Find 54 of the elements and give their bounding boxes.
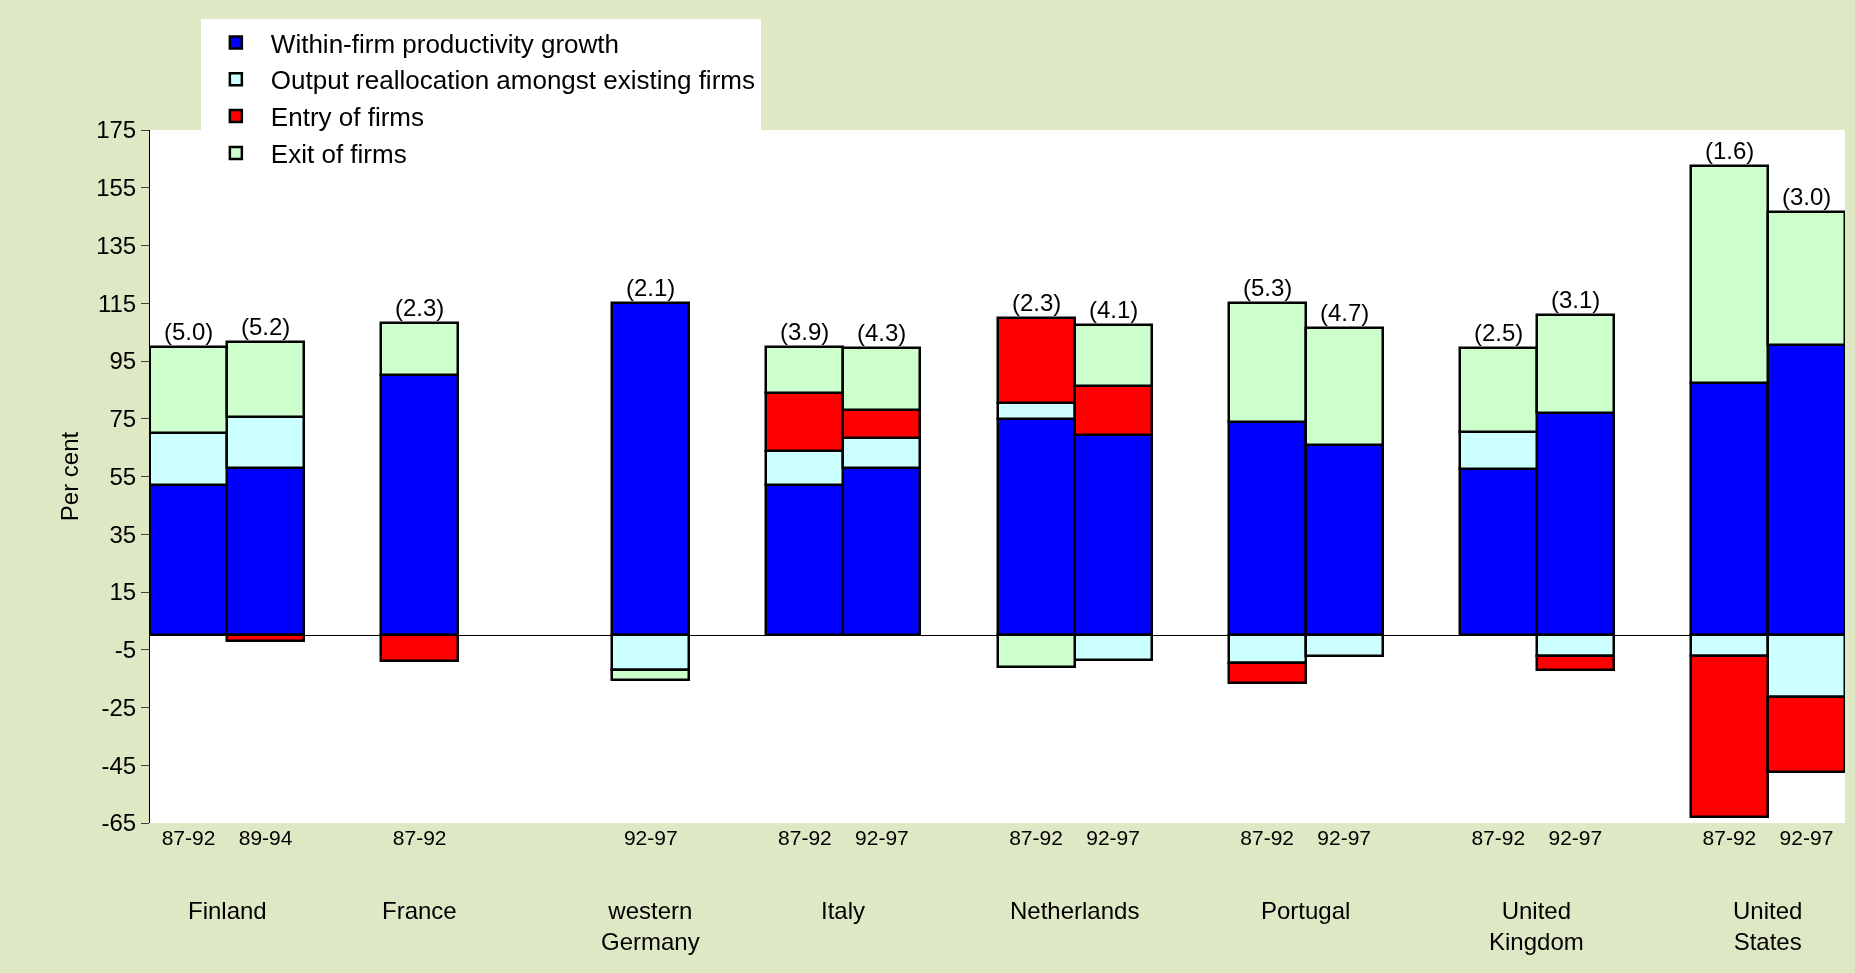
x-tick-label: 92-97 xyxy=(855,826,909,849)
x-tick-label: 87-92 xyxy=(1240,826,1295,849)
x-tick-label: 92-97 xyxy=(1317,826,1372,849)
y-tick-label: 175 xyxy=(96,116,137,144)
y-tick-label: 135 xyxy=(96,231,137,259)
x-tick-label: 87-92 xyxy=(161,826,216,849)
x-tick-label: 87-92 xyxy=(392,826,447,849)
annotation: (4.3) xyxy=(857,319,907,346)
x-tick-label: 87-92 xyxy=(778,826,832,849)
text: Italy xyxy=(821,897,866,924)
text: France xyxy=(382,897,457,924)
annotation: (4.7) xyxy=(1320,299,1370,326)
y-tick-label: 155 xyxy=(96,174,137,202)
annotation: (2.3) xyxy=(1012,289,1062,316)
legend-label: Within-firm productivity growth xyxy=(270,28,620,59)
y-tick-label: 95 xyxy=(109,347,137,375)
x-tick-label: 87-92 xyxy=(1702,826,1757,849)
legend-label: Entry of firms xyxy=(270,102,424,133)
text: United Kingdom xyxy=(1489,897,1584,956)
x-tick-label: 92-97 xyxy=(1086,826,1140,849)
annotation: (5.0) xyxy=(164,318,214,345)
text: Netherlands xyxy=(1010,897,1140,924)
annotation: (5.3) xyxy=(1243,274,1293,301)
x-tick-label: 92-97 xyxy=(1548,826,1603,849)
annotation: (3.0) xyxy=(1782,183,1832,210)
x-tick-label: 92-97 xyxy=(1779,826,1834,849)
x-tick-label: 87-92 xyxy=(1009,826,1063,849)
text: United States xyxy=(1733,897,1803,956)
x-tick-label: 89-94 xyxy=(238,826,293,849)
y-tick-label: -25 xyxy=(101,693,137,721)
y-tick-label: -5 xyxy=(114,636,137,664)
legend-label: Exit of firms xyxy=(270,139,407,170)
annotation: (1.6) xyxy=(1705,137,1755,164)
annotation: (2.1) xyxy=(626,274,676,301)
y-tick-label: 35 xyxy=(109,520,137,548)
y-tick-label: 75 xyxy=(109,405,137,433)
annotation: (4.1) xyxy=(1089,296,1139,323)
x-tick-label: 87-92 xyxy=(1471,826,1526,849)
annotation: (3.1) xyxy=(1551,286,1601,313)
y-tick-label: -65 xyxy=(101,809,137,837)
y-axis-title: Per cent xyxy=(56,431,84,522)
text: western Germany xyxy=(601,897,700,956)
legend-label: Output reallocation amongst existing firms xyxy=(270,65,755,96)
text: Portugal xyxy=(1261,897,1351,924)
text: Finland xyxy=(188,897,267,924)
y-tick-label: 15 xyxy=(109,578,137,606)
annotation: (3.9) xyxy=(780,318,830,345)
y-tick-label: 115 xyxy=(97,289,137,317)
y-tick-label: -45 xyxy=(101,751,137,779)
x-tick-label: 92-97 xyxy=(623,826,678,849)
annotation: (5.2) xyxy=(241,313,291,340)
y-tick-label: 55 xyxy=(109,462,137,490)
annotation: (2.5) xyxy=(1474,319,1524,346)
annotation: (2.3) xyxy=(395,294,445,321)
